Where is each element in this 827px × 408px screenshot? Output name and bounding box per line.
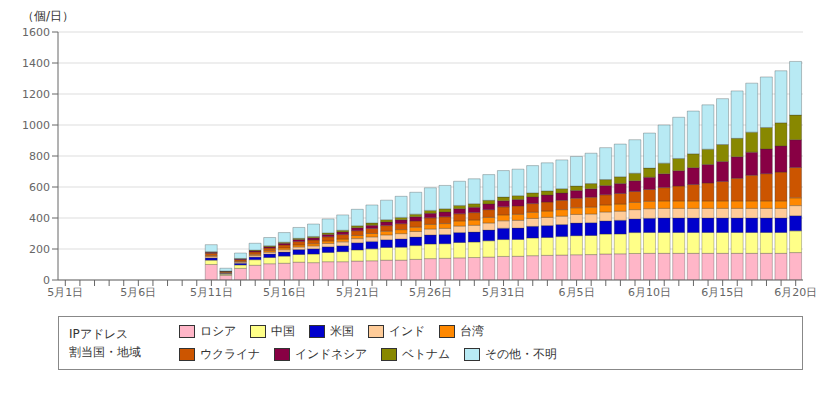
svg-text:600: 600 <box>29 181 50 194</box>
html-text:（個/日）: （個/日） <box>22 9 74 23</box>
svg-text:5月6日: 5月6日 <box>120 286 156 299</box>
svg-text:0: 0 <box>43 274 50 287</box>
svg-text:1600: 1600 <box>22 26 50 39</box>
svg-text:6月10日: 6月10日 <box>628 286 671 299</box>
svg-text:5月21日: 5月21日 <box>336 286 379 299</box>
html-text:その他・不明: その他・不明 <box>485 347 557 361</box>
html-text:インドネシア: インドネシア <box>295 347 367 361</box>
svg-text:200: 200 <box>29 243 50 256</box>
svg-text:5月1日: 5月1日 <box>47 286 83 299</box>
svg-text:5月31日: 5月31日 <box>482 286 525 299</box>
svg-text:5月16日: 5月16日 <box>263 286 306 299</box>
svg-text:6月15日: 6月15日 <box>701 286 744 299</box>
html-text:ロシア: ロシア <box>200 324 236 338</box>
svg-text:6月5日: 6月5日 <box>559 286 595 299</box>
svg-text:400: 400 <box>29 212 50 225</box>
svg-text:5月26日: 5月26日 <box>409 286 452 299</box>
html-text:米国: 米国 <box>330 324 354 338</box>
svg-text:6月20日: 6月20日 <box>774 286 817 299</box>
html-text:ベトナム: ベトナム <box>402 347 450 361</box>
html-text:割当国・地域: 割当国・地域 <box>69 345 141 359</box>
html-text:インド: インド <box>389 324 425 338</box>
svg-text:1000: 1000 <box>22 119 50 132</box>
svg-text:1400: 1400 <box>22 57 50 70</box>
html-text:中国: 中国 <box>271 324 295 338</box>
html-text:ウクライナ: ウクライナ <box>200 347 260 361</box>
svg-text:5月11日: 5月11日 <box>190 286 233 299</box>
svg-text:800: 800 <box>29 150 50 163</box>
html-text:IPアドレス: IPアドレス <box>69 327 128 341</box>
svg-text:1200: 1200 <box>22 88 50 101</box>
html-text:台湾: 台湾 <box>460 324 484 338</box>
